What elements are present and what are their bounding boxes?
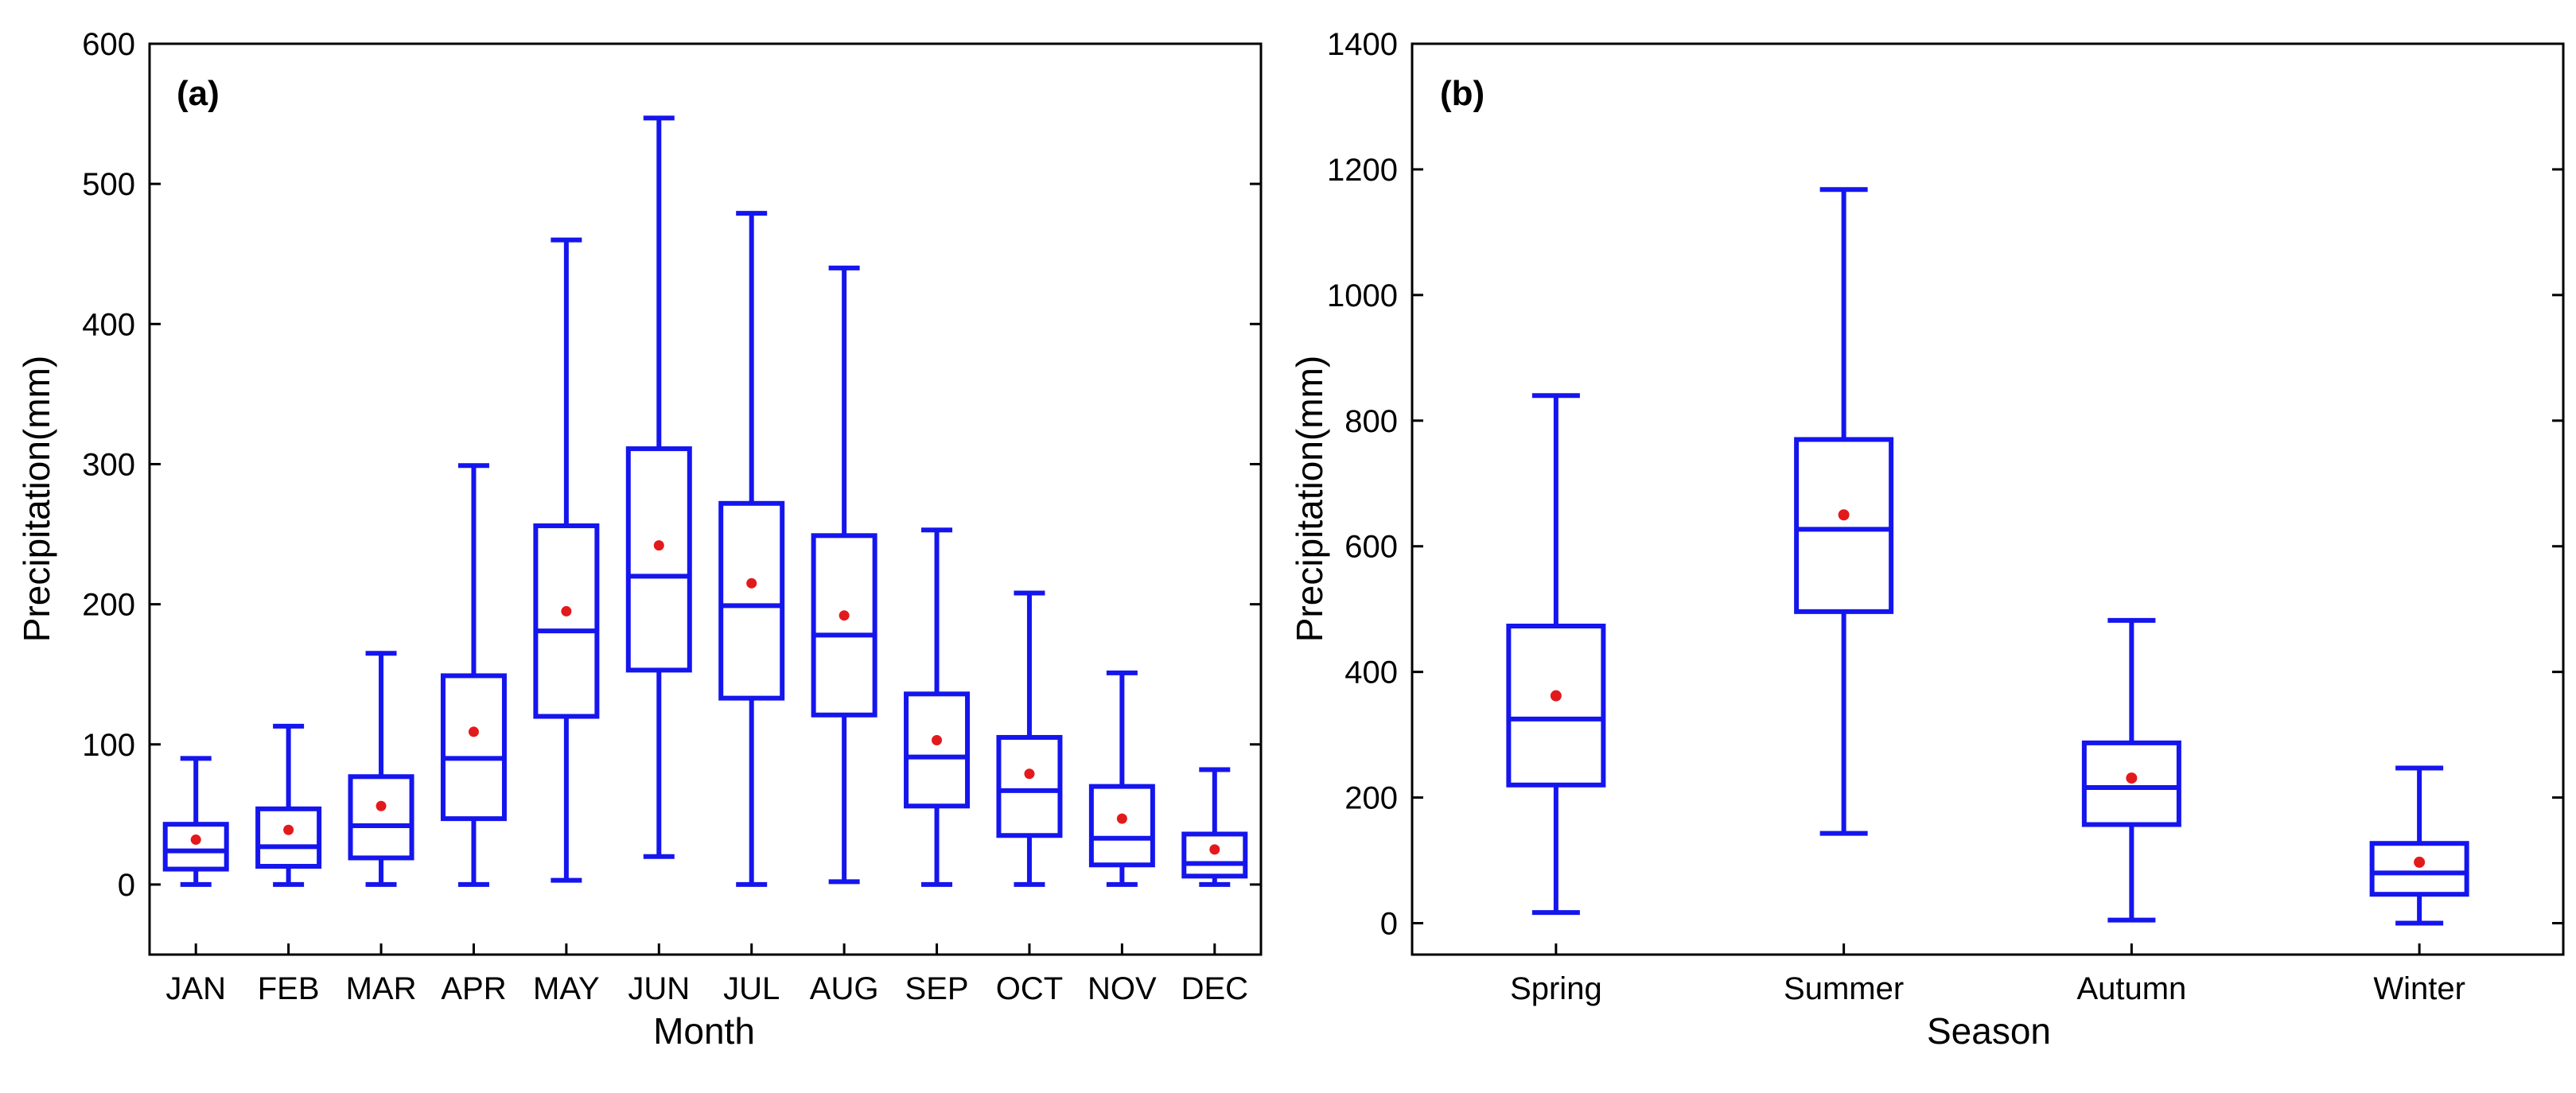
panel-a-box-nov: [1088, 670, 1155, 887]
panel-a-x-tick-label: NOV: [1088, 971, 1157, 1006]
mean-marker: [1209, 844, 1220, 855]
mean-marker: [1550, 690, 1562, 702]
panel-a-y-axis-title: Precipitation(mm): [16, 356, 57, 642]
iqr-box: [904, 691, 971, 809]
iqr-box: [348, 774, 414, 861]
iqr-box: [625, 446, 692, 673]
panel-a-box-may: [533, 237, 600, 883]
mean-marker: [653, 540, 664, 551]
iqr-box: [255, 806, 322, 869]
panel-b-x-tick-label: Summer: [1784, 971, 1904, 1006]
mean-marker: [2414, 856, 2426, 868]
panel-a-x-tick-label: FEB: [258, 971, 320, 1006]
panel-b-y-tick-label: 400: [1344, 655, 1398, 690]
mean-marker: [1024, 768, 1035, 780]
panel-b-y-tick-label: 600: [1344, 530, 1398, 565]
mean-marker: [283, 824, 294, 835]
panel-a-data-marks: [162, 115, 1248, 887]
panel-a-y-tick-label: 300: [82, 447, 135, 482]
panel-a-x-tick-label: APR: [441, 971, 506, 1006]
iqr-box: [1181, 831, 1248, 879]
panel-a-x-tick-label: JAN: [165, 971, 226, 1006]
panel-a-y-tick-label: 500: [82, 167, 135, 202]
panel-b-y-tick-label: 0: [1380, 907, 1398, 942]
mean-marker: [932, 734, 943, 745]
iqr-box: [2369, 841, 2469, 897]
panel-a-x-tick-label: AUG: [810, 971, 879, 1006]
panel-b-y-axis-title: Precipitation(mm): [1289, 356, 1330, 642]
iqr-box: [996, 734, 1063, 838]
panel-a-box-sep: [904, 527, 971, 887]
panel-b-box-winter: [2369, 765, 2469, 926]
panel-a-x-tick-label: MAR: [346, 971, 417, 1006]
panel-b-y-tick-label: 1200: [1327, 153, 1398, 188]
panel-a-box-feb: [255, 723, 322, 887]
panel-a-box-jan: [162, 756, 229, 887]
mean-marker: [2126, 772, 2138, 784]
panel-b-x-axis: Spring Summer Autumn Winter: [1510, 943, 2465, 1006]
iqr-box: [162, 822, 229, 872]
panel-a-box-mar: [348, 651, 414, 887]
mean-marker: [376, 800, 387, 811]
panel-b-y-tick-label: 200: [1344, 781, 1398, 816]
panel-b: 0 200 400 600 800 1000 1200 1400 Spring Summer Au…: [1289, 27, 2565, 1052]
panel-b-box-spring: [1506, 393, 1606, 916]
panel-b-x-axis-title: Season: [1927, 1010, 2051, 1052]
panel-b-y-tick-label: 1400: [1327, 27, 1398, 62]
panel-a-box-oct: [996, 590, 1063, 887]
panel-a-x-tick-label: MAY: [533, 971, 600, 1006]
iqr-box: [1088, 784, 1155, 868]
panel-a-box-jun: [625, 115, 692, 859]
panel-a-y-axis: 0 100 200 300 400 500 600: [82, 27, 1261, 903]
panel-a-box-apr: [440, 463, 507, 887]
panel-b-x-tick-label: Winter: [2373, 971, 2465, 1006]
iqr-box: [1506, 624, 1606, 788]
mean-marker: [746, 578, 757, 589]
panel-b-box-summer: [1794, 187, 1894, 836]
mean-marker: [839, 610, 850, 621]
panel-a-label: (a): [177, 74, 220, 113]
mean-marker: [190, 834, 201, 846]
panel-a-y-tick-label: 600: [82, 27, 135, 62]
iqr-box: [2081, 740, 2181, 827]
panel-a-box-dec: [1181, 767, 1248, 887]
panel-a-y-tick-label: 200: [82, 588, 135, 623]
panel-b-data-marks: [1506, 187, 2469, 926]
panel-a-x-tick-label: JUN: [628, 971, 690, 1006]
iqr-box: [440, 673, 507, 822]
panel-a: 0 100 200 300 400 500 600 JAN FEB MAR APR MAY JUN JU…: [16, 27, 1263, 1052]
panel-b-y-tick-label: 1000: [1327, 278, 1398, 313]
mean-marker: [1116, 813, 1127, 824]
panel-b-y-tick-label: 800: [1344, 404, 1398, 439]
panel-b-label: (b): [1440, 74, 1485, 113]
iqr-box: [718, 500, 785, 701]
mean-marker: [468, 726, 479, 737]
panel-a-x-tick-label: DEC: [1181, 971, 1248, 1006]
panel-a-box-jul: [718, 211, 785, 887]
panel-a-y-tick-label: 400: [82, 307, 135, 342]
panel-a-x-axis: JAN FEB MAR APR MAY JUN JUL AUG SEP OCT NOV DEC: [165, 943, 1248, 1006]
panel-b-x-tick-label: Autumn: [2076, 971, 2186, 1006]
panel-a-x-tick-label: SEP: [905, 971, 969, 1006]
panel-b-y-axis: 0 200 400 600 800 1000 1200 1400: [1327, 27, 2563, 942]
panel-a-plot-frame: [148, 42, 1263, 956]
panel-a-x-tick-label: JUL: [723, 971, 780, 1006]
mean-marker: [1838, 509, 1850, 521]
panel-a-y-tick-label: 100: [82, 728, 135, 763]
panel-a-y-tick-label: 0: [118, 868, 135, 903]
panel-a-box-aug: [811, 265, 877, 885]
panel-b-box-autumn: [2081, 617, 2181, 923]
panel-b-plot-frame: [1411, 42, 2565, 956]
mean-marker: [561, 605, 572, 617]
iqr-box: [811, 533, 877, 718]
iqr-box: [533, 523, 600, 719]
panel-b-x-tick-label: Spring: [1510, 971, 1602, 1006]
panel-a-x-axis-title: Month: [653, 1010, 755, 1052]
panel-a-x-tick-label: OCT: [996, 971, 1063, 1006]
iqr-box: [1794, 437, 1894, 614]
